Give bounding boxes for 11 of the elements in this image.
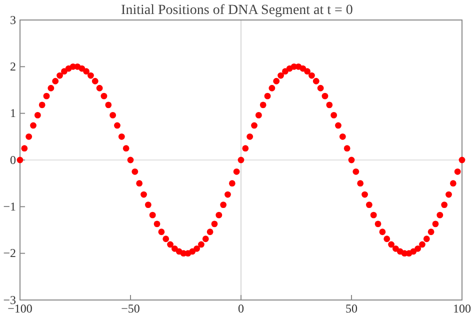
x-tick-label: 50 [346,302,358,316]
y-tick-label: 0 [10,152,16,167]
y-tick-label: 2 [10,60,16,74]
x-tick-label: −50 [121,302,140,316]
x-tick-label: 100 [453,302,471,316]
y-tick-label: −2 [3,246,16,260]
y-tick-label: 1 [10,106,16,120]
x-tick-label: 0 [238,302,244,316]
y-tick-label: 3 [10,12,16,27]
y-tick-label: −1 [3,200,16,214]
chart-title: Initial Positions of DNA Segment at t = 0 [121,3,353,18]
